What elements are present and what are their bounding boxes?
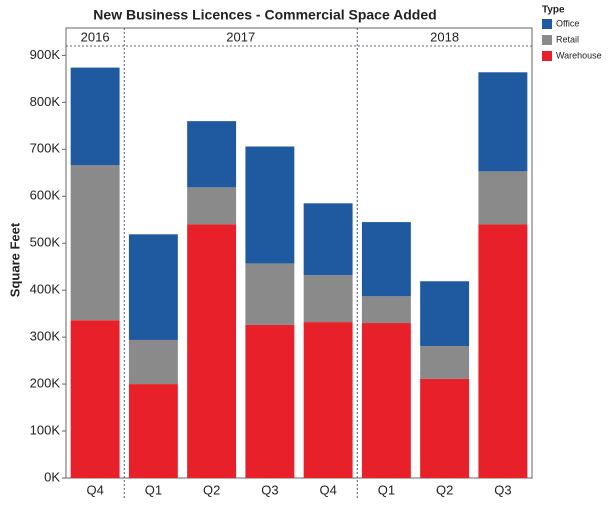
bar-segment [361,323,411,478]
chart-title: New Business Licences - Commercial Space… [93,7,436,23]
bar-segment [70,165,120,321]
legend-swatch [542,51,552,61]
bar-segment [128,384,178,478]
y-tick-label: 0K [44,469,60,484]
x-tick-label: Q4 [319,482,336,497]
y-tick-label: 500K [30,235,61,250]
y-tick-label: 200K [30,376,61,391]
x-tick-label: Q4 [86,482,103,497]
x-tick-label: Q1 [145,482,162,497]
bar-segment [478,72,528,172]
bar-segment [361,222,411,297]
bar-segment [187,224,237,478]
year-label: 2016 [81,29,110,44]
bar-segment [420,378,470,478]
bar-segment [420,346,470,379]
bar-segment [187,187,237,225]
bar-segment [245,263,295,325]
y-axis-label: Square Feet [7,222,22,297]
bar-segment [361,296,411,324]
year-label: 2017 [226,29,255,44]
bar-segment [70,320,120,478]
y-tick-label: 600K [30,188,61,203]
legend-label: Office [556,18,579,28]
plot-frame [65,27,533,479]
bar-segment [303,322,353,478]
x-tick-label: Q2 [203,482,220,497]
bar-segment [478,224,528,478]
y-tick-label: 300K [30,329,61,344]
x-tick-label: Q2 [436,482,453,497]
bar-segment [245,324,295,478]
bar-segment [128,234,178,340]
bar-segment [303,275,353,323]
legend-label: Retail [556,34,579,44]
legend-title: Type [542,5,565,16]
y-tick-label: 100K [30,422,61,437]
y-tick-label: 700K [30,141,61,156]
year-label: 2018 [430,29,459,44]
x-tick-label: Q3 [261,482,278,497]
bar-segment [420,281,470,347]
bar-segment [478,171,528,225]
y-tick-label: 400K [30,282,61,297]
x-tick-label: Q1 [378,482,395,497]
bar-segment [70,67,120,166]
legend-swatch [542,19,552,29]
legend-label: Warehouse [556,50,602,60]
bar-segment [187,121,237,188]
x-tick-label: Q3 [494,482,511,497]
legend-swatch [542,35,552,45]
y-tick-label: 900K [30,47,61,62]
bar-segment [245,146,295,264]
y-tick-label: 800K [30,94,61,109]
bar-segment [303,203,353,276]
bar-segment [128,339,178,385]
